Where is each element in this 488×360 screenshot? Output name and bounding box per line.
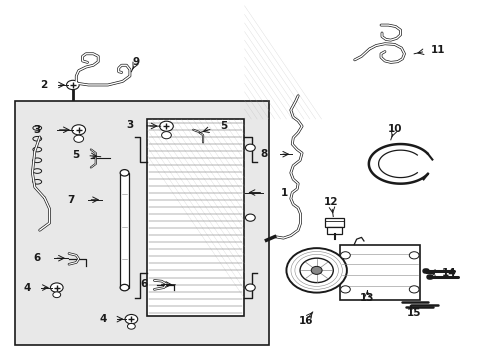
Circle shape xyxy=(72,125,85,135)
Text: 8: 8 xyxy=(260,149,267,159)
Ellipse shape xyxy=(120,284,129,291)
Text: 3: 3 xyxy=(126,121,133,130)
Circle shape xyxy=(125,315,138,324)
Circle shape xyxy=(159,121,173,131)
Bar xyxy=(15,101,268,345)
Text: 5: 5 xyxy=(220,121,227,131)
Text: 12: 12 xyxy=(324,197,338,207)
Circle shape xyxy=(74,135,83,142)
Circle shape xyxy=(340,252,349,259)
Bar xyxy=(339,244,419,300)
Ellipse shape xyxy=(120,170,129,176)
Text: 3: 3 xyxy=(33,125,41,135)
Text: 2: 2 xyxy=(40,80,47,90)
Text: 9: 9 xyxy=(132,57,140,67)
Circle shape xyxy=(245,284,255,291)
Circle shape xyxy=(245,214,255,221)
Text: 5: 5 xyxy=(72,150,80,160)
Circle shape xyxy=(408,286,418,293)
Bar xyxy=(120,173,129,288)
Bar xyxy=(147,119,244,316)
Text: 11: 11 xyxy=(430,45,445,55)
Circle shape xyxy=(161,132,171,139)
Text: 14: 14 xyxy=(441,267,456,278)
Text: 4: 4 xyxy=(100,314,107,324)
Bar xyxy=(327,226,341,234)
Text: 15: 15 xyxy=(406,308,421,318)
Text: 6: 6 xyxy=(141,279,148,289)
Text: 4: 4 xyxy=(23,283,31,293)
Circle shape xyxy=(53,292,61,298)
Text: 1: 1 xyxy=(281,188,288,198)
Bar xyxy=(325,218,344,226)
Circle shape xyxy=(50,283,63,292)
Circle shape xyxy=(286,248,346,293)
Circle shape xyxy=(245,144,255,151)
Text: 10: 10 xyxy=(386,124,401,134)
Circle shape xyxy=(66,80,79,90)
Text: 16: 16 xyxy=(298,316,312,325)
Text: 13: 13 xyxy=(359,293,374,303)
Circle shape xyxy=(127,323,135,329)
Circle shape xyxy=(340,286,349,293)
Text: 6: 6 xyxy=(33,253,41,263)
Text: 7: 7 xyxy=(67,195,75,205)
Circle shape xyxy=(300,258,333,283)
Circle shape xyxy=(310,266,322,274)
Circle shape xyxy=(408,252,418,259)
